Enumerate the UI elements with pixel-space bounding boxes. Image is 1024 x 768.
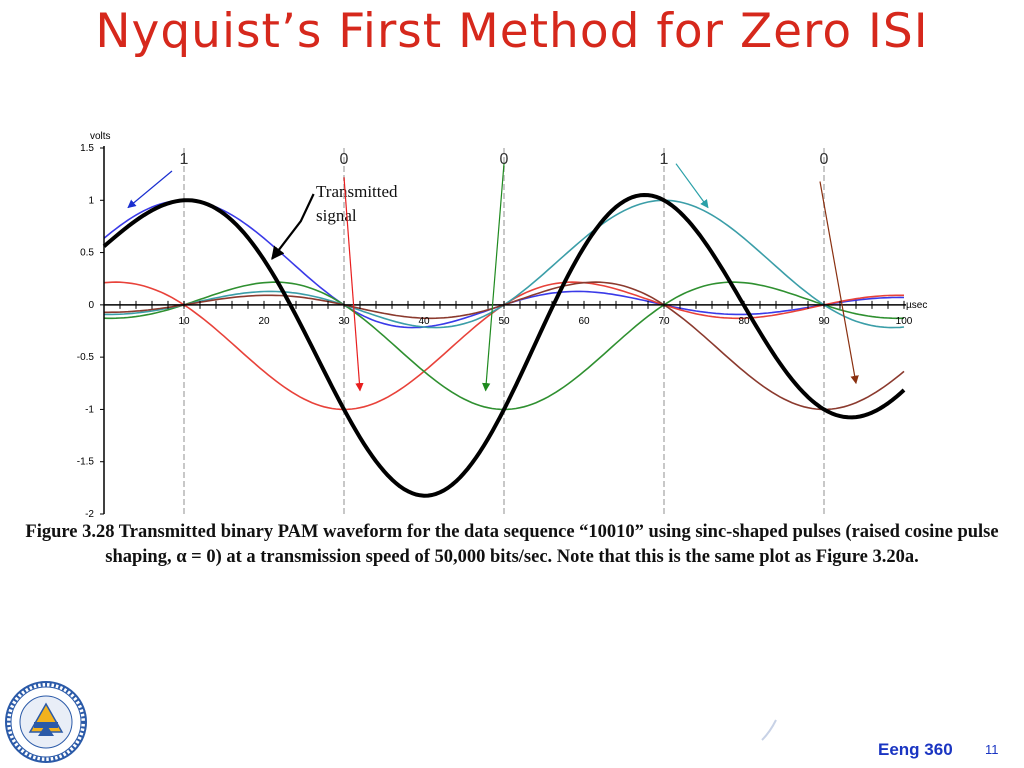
pam-waveform-chart: 1.510.50-0.5-1-1.5-210 20 30 40 50 60 70 80 90 10… [77, 131, 928, 518]
y-tick-label: 1.5 [80, 143, 94, 154]
x-tick-label: 80 [738, 316, 750, 327]
y-tick-label: 0.5 [80, 248, 94, 259]
course-label: Eeng 360 [878, 740, 953, 759]
page-number: 11 [985, 742, 999, 757]
sum-layer [102, 193, 906, 498]
x-tick-label: 30 [338, 316, 350, 327]
x-tick-label: 70 [658, 316, 670, 327]
x-tick-label: 50 [498, 316, 510, 327]
bit-label-70: 1 [660, 151, 669, 168]
y-tick-label: -1.5 [77, 457, 95, 468]
y-tick-label: 0 [88, 300, 94, 311]
y-tick-label: -1 [85, 404, 94, 415]
annotation-line1: Transmitted [316, 182, 398, 201]
slide-title: Nyquist’s First Method for Zero ISI [95, 4, 929, 59]
arrow-red [343, 177, 364, 392]
y-tick-label: -0.5 [77, 352, 95, 363]
arrow-layer [127, 163, 859, 392]
x-tick-label: 60 [578, 316, 590, 327]
x-tick-label: 10 [178, 316, 190, 327]
x-tick-label: 40 [418, 316, 430, 327]
bit-label-10: 1 [180, 151, 189, 168]
arrow-green [482, 163, 505, 392]
y-axis-label: volts [90, 131, 111, 142]
transmitted-signal-line [102, 193, 906, 498]
arrow-blue [127, 170, 173, 209]
annotation-line2: signal [316, 206, 357, 225]
arrow-teal [675, 163, 709, 209]
axis-layer [100, 146, 906, 515]
arrow-brown [819, 181, 859, 385]
figure-caption: Figure 3.28 Transmitted binary PAM wavef… [25, 522, 999, 567]
x-tick-label: 90 [818, 316, 830, 327]
arrow-black [271, 193, 315, 260]
bit-label-30: 0 [340, 151, 349, 168]
university-logo [5, 681, 87, 763]
x-tick-label: 20 [258, 316, 270, 327]
bit-label-90: 0 [820, 151, 829, 168]
bit-label-50: 0 [500, 151, 509, 168]
y-tick-label: -2 [85, 509, 94, 518]
y-tick-label: 1 [88, 195, 94, 206]
grid-layer [183, 148, 825, 514]
x-axis-label: µsec [906, 300, 927, 311]
text-layer: 1.510.50-0.5-1-1.5-210 20 30 40 50 60 70 80 90 10… [77, 131, 928, 518]
pen-stroke-mark [761, 719, 777, 741]
x-tick-label: 100 [896, 316, 913, 327]
